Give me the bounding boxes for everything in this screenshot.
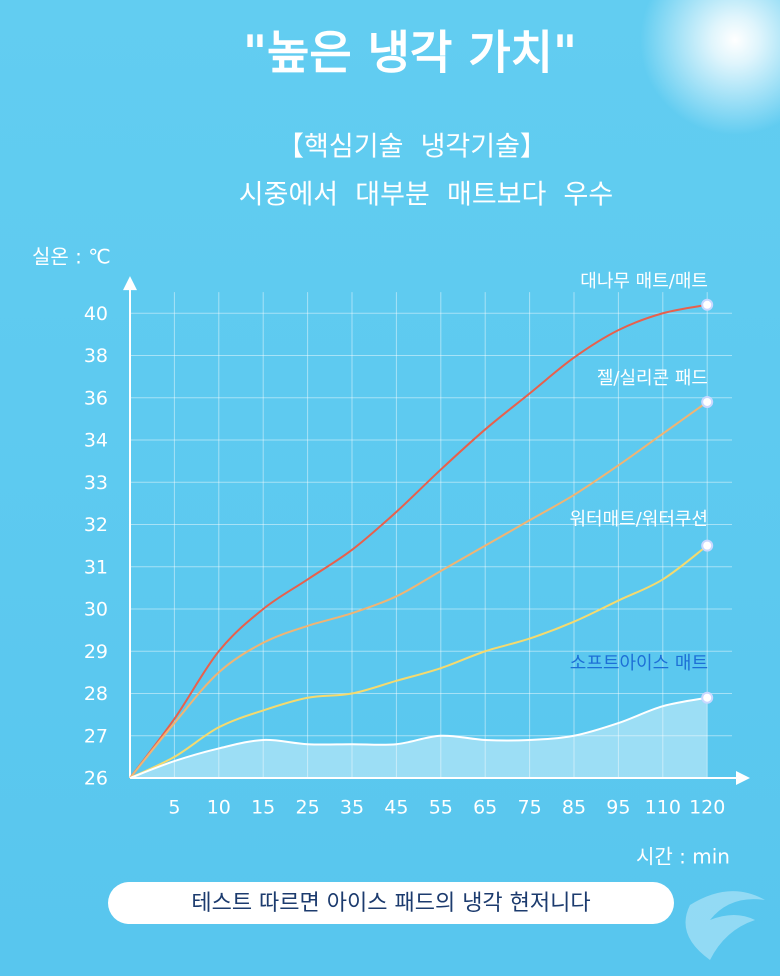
logo (685, 891, 765, 960)
x-tick-label: 25 (296, 797, 320, 819)
y-tick-label: 30 (84, 599, 108, 621)
legend-label: 워터매트/워터쿠션 (569, 509, 708, 530)
y-tick-label: 27 (84, 725, 108, 747)
end-dot (701, 395, 714, 408)
sun-glow (640, 0, 780, 135)
y-tick-label: 36 (84, 387, 108, 409)
footer-text: 테스트 따르면 아이스 패드의 냉각 현저니다 (191, 891, 590, 916)
y-tick-label: 33 (84, 472, 108, 494)
x-axis-arrow (736, 771, 750, 785)
x-tick-label: 45 (384, 797, 408, 819)
line (129, 401, 708, 779)
end-dot (701, 691, 714, 704)
line (129, 696, 708, 779)
line (129, 303, 708, 779)
y-axis-arrow (123, 276, 137, 291)
x-tick-label: 35 (340, 797, 364, 819)
x-tick-label: 85 (562, 797, 586, 819)
x-tick-label: 110 (645, 797, 681, 819)
legend-label: 대나무 매트/매트 (580, 271, 708, 292)
x-axis-label: 시간 : min (636, 845, 730, 869)
chart-title: "높은 냉각 가치" (243, 26, 577, 80)
end-dot (701, 298, 714, 311)
y-tick-label: 40 (84, 303, 108, 325)
x-tick-label: 5 (168, 797, 180, 819)
x-tick-label: 95 (606, 797, 630, 819)
legend-label: 젤/실리콘 패드 (597, 368, 708, 389)
y-axis-label: 실온 : ℃ (32, 245, 111, 269)
x-tick-label: 15 (251, 797, 275, 819)
y-tick-label: 28 (84, 683, 108, 705)
y-tick-label: 32 (84, 514, 108, 536)
x-tick-label: 120 (689, 797, 725, 819)
y-tick-label: 26 (84, 768, 108, 790)
legend-label: 소프트아이스 매트 (570, 653, 708, 674)
subtitle: 시중에서 대부분 매트보다 우수 (239, 180, 613, 211)
y-tick-label: 31 (84, 556, 108, 578)
subtitle: 【핵심기술 냉각기술】 (277, 132, 547, 163)
x-tick-label: 65 (473, 797, 497, 819)
y-tick-label: 38 (84, 345, 108, 367)
x-tick-label: 10 (207, 797, 231, 819)
end-dot (701, 539, 714, 552)
area (130, 697, 708, 778)
y-tick-label: 29 (84, 641, 108, 663)
x-tick-label: 75 (518, 797, 542, 819)
y-tick-label: 34 (84, 430, 108, 452)
footer-pill (108, 882, 674, 924)
x-tick-label: 55 (429, 797, 453, 819)
line (129, 544, 708, 779)
